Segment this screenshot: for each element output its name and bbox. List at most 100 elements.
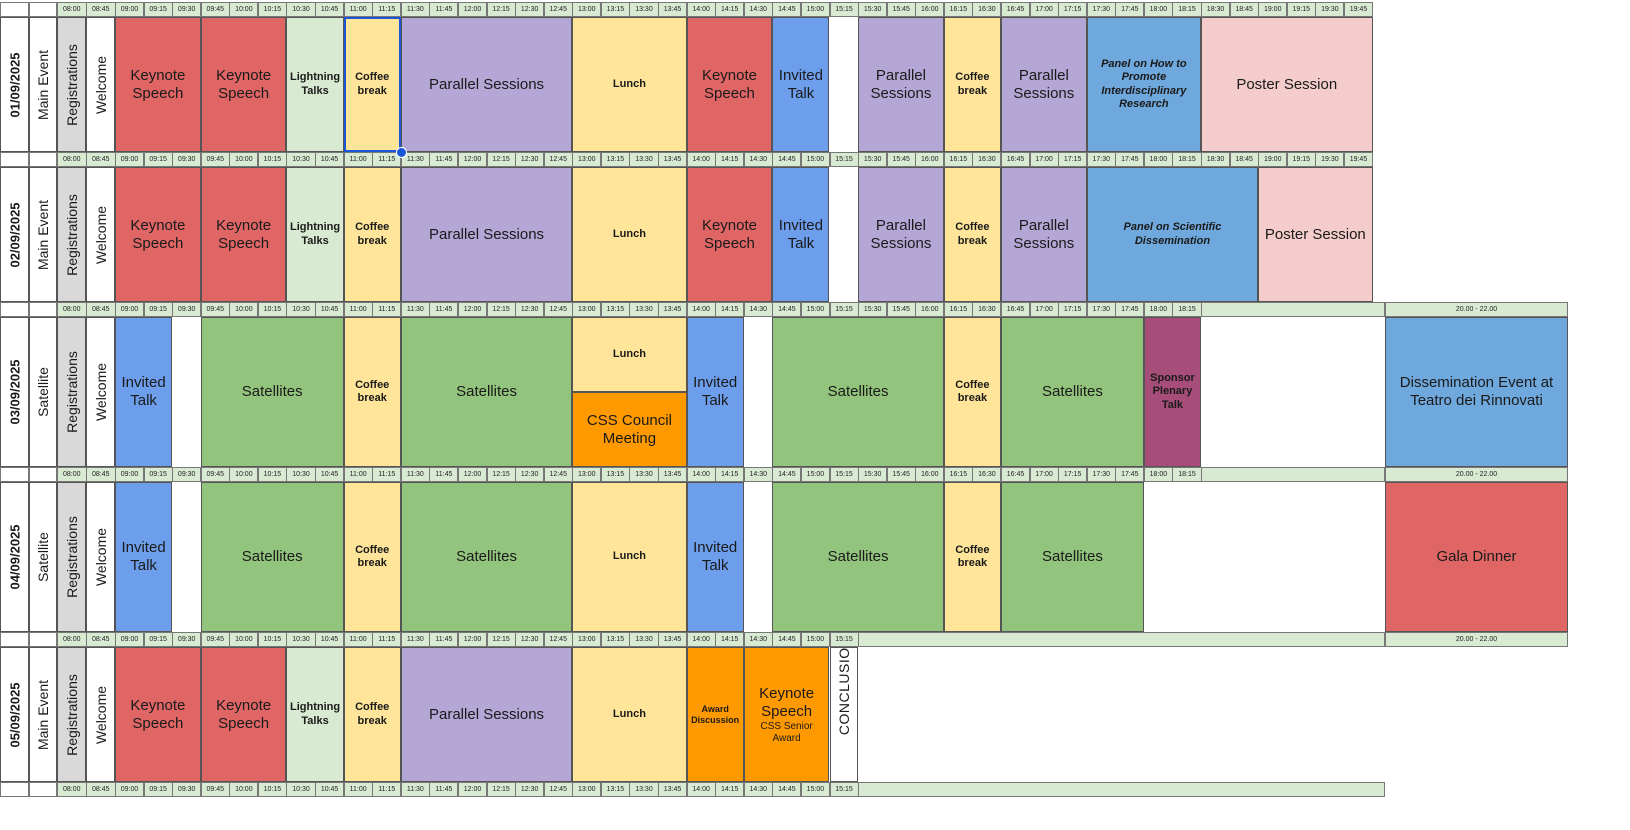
- timeline-slot: 17:00: [1029, 467, 1059, 482]
- session-dissemination-event-at-teatro-dei-rinnovati[interactable]: Dissemination Event at Teatro dei Rinnov…: [1385, 317, 1568, 467]
- session-label: Coffee break: [955, 378, 990, 404]
- session-satellites[interactable]: Satellites: [1000, 482, 1144, 632]
- timeline-slot: 08:45: [86, 302, 116, 317]
- session-keynote-speech[interactable]: Keynote Speech: [115, 647, 201, 782]
- session-lunch[interactable]: Lunch: [572, 482, 687, 632]
- session-lunch[interactable]: Lunch: [572, 647, 687, 782]
- session-label: Parallel Sessions: [1013, 216, 1075, 252]
- session-parallel-sessions[interactable]: Parallel Sessions: [400, 17, 573, 152]
- timeline-slot: 11:15: [372, 152, 402, 167]
- session-lunch[interactable]: Lunch: [572, 167, 687, 302]
- session-satellites[interactable]: Satellites: [200, 317, 344, 467]
- timeline-slot: 10:30: [286, 2, 316, 17]
- session-parallel-sessions[interactable]: Parallel Sessions: [400, 167, 573, 302]
- timeline-slot: 10:15: [257, 302, 287, 317]
- timeline-slot: 16:30: [972, 302, 1002, 317]
- day-date-label: 02/09/2025: [7, 201, 22, 268]
- session-satellites[interactable]: Satellites: [400, 482, 573, 632]
- session-invited-talk[interactable]: Invited Talk: [686, 482, 744, 632]
- session-satellites[interactable]: Satellites: [772, 317, 944, 467]
- timeline-slot: 17:30: [1086, 302, 1116, 317]
- timeline-slot: 15:15: [829, 2, 859, 17]
- session-gala-dinner[interactable]: Gala Dinner: [1385, 482, 1568, 632]
- session-keynote-speech[interactable]: Keynote Speech: [200, 17, 287, 152]
- session-poster-session[interactable]: Poster Session: [1201, 17, 1373, 152]
- session-panel-on-how-to-promote-interdisciplinary-research[interactable]: Panel on How to Promote Interdisciplinar…: [1086, 17, 1202, 152]
- session-parallel-sessions[interactable]: Parallel Sessions: [1000, 17, 1087, 152]
- session-coffee-break[interactable]: Coffee break: [943, 17, 1001, 152]
- session-parallel-sessions[interactable]: Parallel Sessions: [400, 647, 573, 782]
- day-date-cell: 02/09/2025: [0, 167, 29, 302]
- session-label: Coffee break: [355, 378, 390, 404]
- timeline-slot: 15:15: [829, 632, 859, 647]
- timeline-slot: 09:15: [143, 152, 173, 167]
- session-parallel-sessions[interactable]: Parallel Sessions: [858, 167, 944, 302]
- session-conclusions[interactable]: CONCLUSIONS: [829, 647, 859, 782]
- session-invited-talk[interactable]: Invited Talk: [115, 317, 173, 467]
- timeline-slot: 14:45: [772, 632, 802, 647]
- session-invited-talk[interactable]: Invited Talk: [686, 317, 744, 467]
- session-satellites[interactable]: Satellites: [1000, 317, 1144, 467]
- session-coffee-break[interactable]: Coffee break: [343, 167, 401, 302]
- session-satellites[interactable]: Satellites: [772, 482, 944, 632]
- session-parallel-sessions[interactable]: Parallel Sessions: [1000, 167, 1087, 302]
- session-coffee-break[interactable]: Coffee break: [943, 167, 1001, 302]
- timeline-slot: 11:15: [372, 632, 402, 647]
- session-panel-on-scientific-dissemination[interactable]: Panel on Scientific Dissemination: [1086, 167, 1259, 302]
- timeline-slot: 14:30: [743, 632, 773, 647]
- session-poster-session[interactable]: Poster Session: [1258, 167, 1373, 302]
- session-satellites[interactable]: Satellites: [400, 317, 573, 467]
- session-satellites[interactable]: Satellites: [200, 482, 344, 632]
- session-lightning-talks[interactable]: Lightning Talks: [286, 167, 344, 302]
- timeline-slot: 12:30: [515, 632, 545, 647]
- timeline-slot: 10:30: [286, 632, 316, 647]
- timeline-slot: 12:15: [486, 302, 516, 317]
- session-coffee-break[interactable]: Coffee break: [343, 647, 401, 782]
- session-keynote-speech[interactable]: Keynote Speech CSS Senior Award: [743, 647, 830, 782]
- session-invited-talk[interactable]: Invited Talk: [772, 17, 830, 152]
- timeline-slot: 12:30: [515, 152, 545, 167]
- session-award-discussion[interactable]: Award Discussion: [686, 647, 744, 782]
- session-label: Award Discussion: [691, 703, 740, 725]
- timeline-blank-cell: [0, 302, 29, 317]
- session-coffee-break[interactable]: Coffee break: [943, 482, 1001, 632]
- timeline-slot: 11:00: [343, 302, 373, 317]
- timeline-slot: 12:15: [486, 467, 516, 482]
- session-keynote-speech[interactable]: Keynote Speech: [200, 647, 287, 782]
- timeline-slot: 13:15: [600, 152, 630, 167]
- timeline-slot: 14:30: [743, 2, 773, 17]
- session-lunch[interactable]: Lunch: [572, 317, 687, 392]
- timeline-slot: 12:45: [543, 467, 573, 482]
- session-sponsor-plenary-talk[interactable]: Sponsor Plenary Talk: [1143, 317, 1202, 467]
- timeline-slot: 11:30: [400, 632, 430, 647]
- session-label: Satellites: [1041, 383, 1103, 400]
- day-track-cell: Main Event: [29, 167, 57, 302]
- session-keynote-speech[interactable]: Keynote Speech: [686, 17, 773, 152]
- session-invited-talk[interactable]: Invited Talk: [115, 482, 173, 632]
- session-coffee-break[interactable]: Coffee break: [343, 317, 401, 467]
- session-coffee-break[interactable]: Coffee break: [343, 482, 401, 632]
- session-keynote-speech[interactable]: Keynote Speech: [115, 17, 201, 152]
- day-track-cell: Main Event: [29, 647, 57, 782]
- timeline-slot: 13:45: [658, 632, 688, 647]
- session-keynote-speech[interactable]: Keynote Speech: [200, 167, 287, 302]
- session-label: Panel on Scientific Dissemination: [1123, 221, 1222, 247]
- timeline-slot: 16:15: [943, 2, 973, 17]
- timeline-slot: 13:45: [658, 782, 688, 797]
- timeline-slot: 17:00: [1029, 2, 1059, 17]
- session-coffee-break[interactable]: Coffee break: [943, 317, 1001, 467]
- session-keynote-speech[interactable]: Keynote Speech: [686, 167, 773, 302]
- timeline-slot: 14:00: [686, 782, 716, 797]
- timeline-slot: 17:45: [1115, 467, 1145, 482]
- selection-fill-handle[interactable]: [395, 147, 407, 158]
- session-css-council-meeting[interactable]: CSS Council Meeting: [572, 392, 687, 467]
- session-lightning-talks[interactable]: Lightning Talks: [286, 647, 344, 782]
- session-coffee-break[interactable]: Coffee break: [343, 17, 401, 152]
- session-parallel-sessions[interactable]: Parallel Sessions: [858, 17, 944, 152]
- session-keynote-speech[interactable]: Keynote Speech: [115, 167, 201, 302]
- timeline-slot: 12:30: [515, 2, 545, 17]
- session-lightning-talks[interactable]: Lightning Talks: [286, 17, 344, 152]
- timeline-slot: 12:45: [543, 302, 573, 317]
- session-lunch[interactable]: Lunch: [572, 17, 687, 152]
- session-invited-talk[interactable]: Invited Talk: [772, 167, 830, 302]
